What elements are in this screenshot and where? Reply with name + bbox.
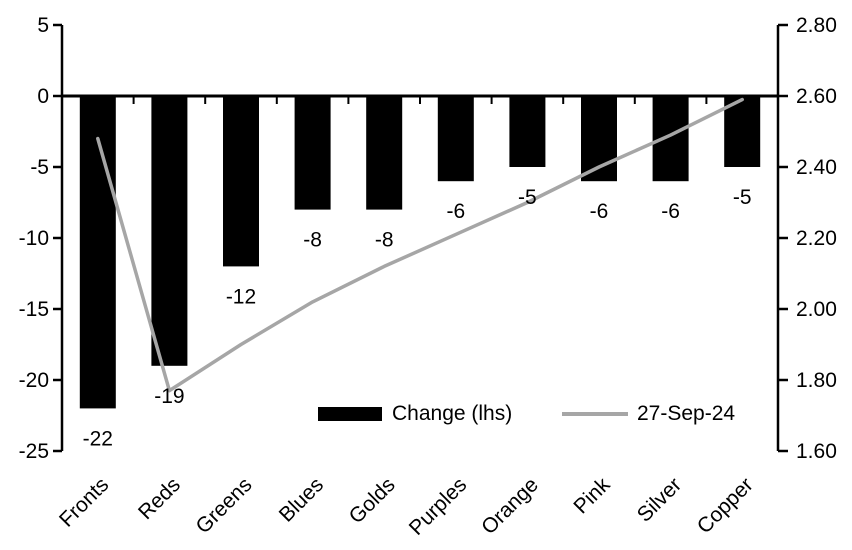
- bar-fronts: [79, 96, 116, 409]
- right-axis-tick-label: 2.40: [796, 156, 837, 179]
- left-axis-tick-label: 0: [37, 85, 49, 108]
- bar-data-label: -22: [83, 427, 113, 450]
- bar-silver: [652, 96, 689, 182]
- bar-data-label: -5: [518, 186, 537, 209]
- bar-data-label: -6: [661, 200, 680, 223]
- bar-data-label: -12: [226, 285, 256, 308]
- left-axis-tick-label: -10: [19, 227, 49, 250]
- bar-data-label: -6: [590, 200, 609, 223]
- right-axis-tick-label: 2.00: [796, 298, 837, 321]
- legend-label-line-series: 27-Sep-24: [637, 402, 736, 425]
- category-label-fronts: Fronts: [55, 473, 113, 531]
- left-axis-tick-label: -5: [30, 156, 49, 179]
- bar-data-label: -5: [733, 186, 752, 209]
- category-label-greens: Greens: [192, 473, 257, 538]
- right-axis-tick-label: 1.60: [796, 440, 837, 463]
- bar-copper: [724, 96, 761, 167]
- right-axis-tick-label: 2.20: [796, 227, 837, 250]
- bar-orange: [509, 96, 546, 167]
- bar-data-label: -8: [375, 229, 394, 252]
- bar-purples: [437, 96, 474, 182]
- category-label-blues: Blues: [275, 473, 328, 526]
- bar-greens: [223, 96, 259, 267]
- legend-label-change: Change (lhs): [392, 402, 513, 425]
- bar-blues: [294, 96, 331, 210]
- right-axis-tick-label: 2.60: [796, 85, 837, 108]
- left-axis-tick-label: -25: [19, 440, 49, 463]
- category-label-pink: Pink: [569, 473, 615, 519]
- category-label-silver: Silver: [633, 473, 686, 526]
- bar-golds: [366, 96, 403, 210]
- bar-reds: [151, 96, 188, 366]
- category-label-purples: Purples: [405, 473, 472, 540]
- category-label-copper: Copper: [693, 473, 758, 538]
- left-axis-tick-label: -20: [19, 369, 49, 392]
- bar-data-label: -6: [446, 200, 465, 223]
- legend-bar-swatch: [318, 407, 382, 421]
- right-axis-tick-label: 1.80: [796, 369, 837, 392]
- legend-item-line-series: 27-Sep-24: [562, 401, 735, 427]
- left-axis-tick-label: 5: [37, 14, 49, 37]
- left-axis-tick-label: -15: [19, 298, 49, 321]
- bar-data-label: -19: [154, 385, 184, 408]
- bar-data-label: -8: [303, 229, 322, 252]
- category-label-reds: Reds: [134, 473, 185, 524]
- series-line: [96, 97, 744, 393]
- category-label-orange: Orange: [477, 473, 543, 539]
- right-axis-tick-label: 2.80: [796, 14, 837, 37]
- legend-item-change: Change (lhs): [318, 401, 512, 427]
- legend-line-swatch: [562, 412, 628, 416]
- category-label-golds: Golds: [345, 473, 400, 528]
